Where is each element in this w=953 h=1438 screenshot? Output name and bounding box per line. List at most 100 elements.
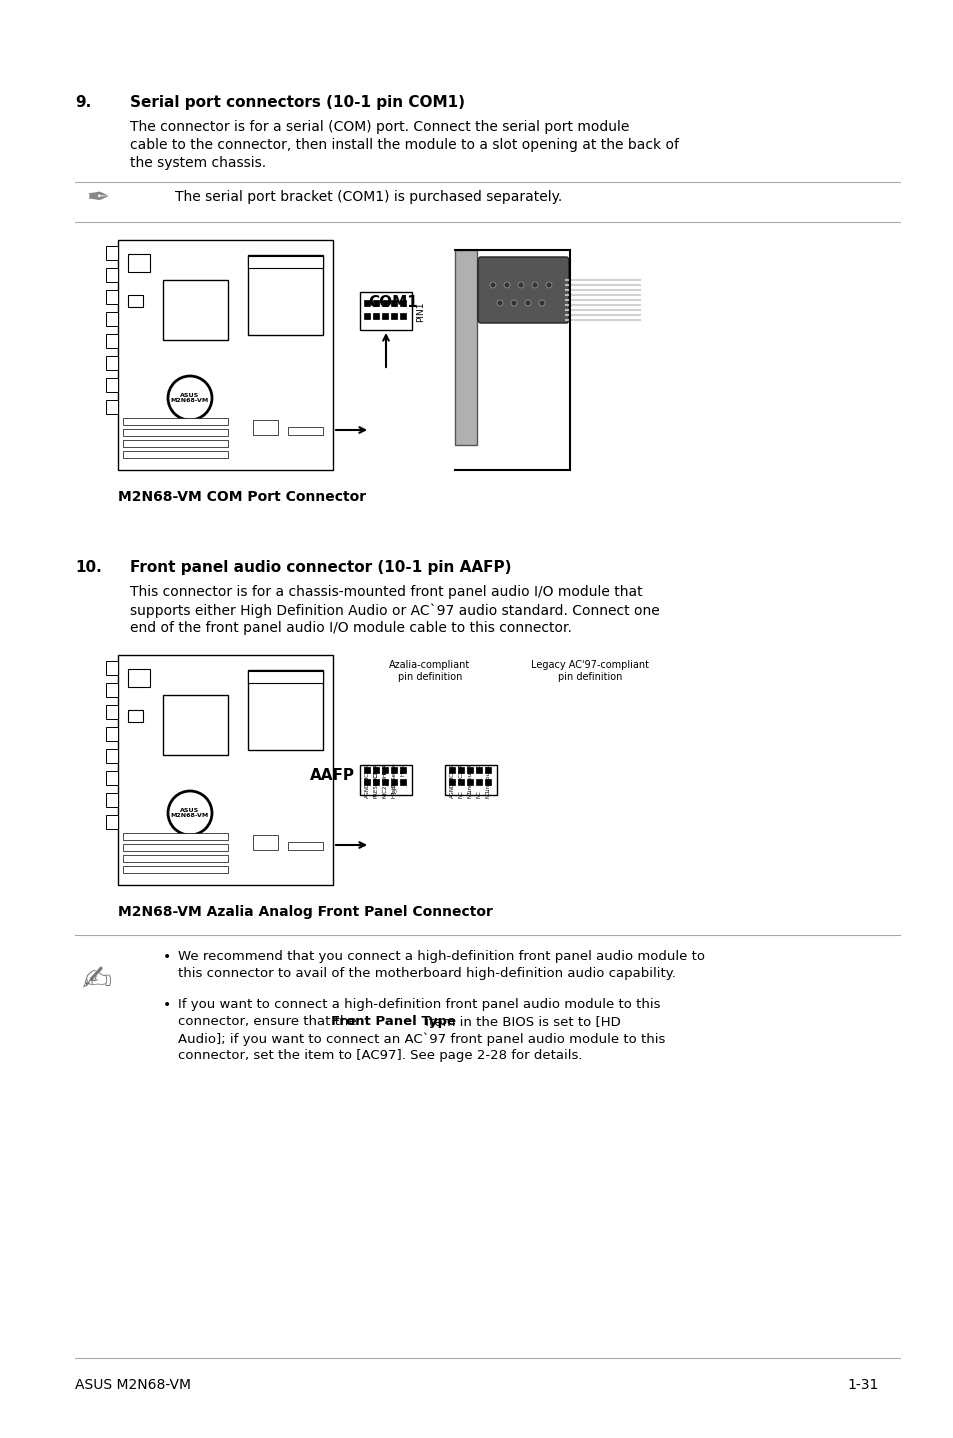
Text: 1-31: 1-31 [846,1378,878,1392]
Bar [106,246,118,260]
Bar [106,378,118,393]
Text: •: • [163,951,172,963]
Text: NC: NC [467,789,472,798]
Bar [381,313,388,319]
Bar [467,766,473,774]
Circle shape [532,282,537,288]
Bar [106,400,118,414]
Bar [128,295,143,306]
Text: MIC2_L: MIC2_L [449,764,455,782]
Bar [457,766,463,774]
Bar [106,749,118,764]
Text: connector, ensure that the: connector, ensure that the [178,1015,360,1028]
Bar [106,728,118,741]
Text: NC: NC [476,789,481,798]
Bar [399,766,406,774]
Bar [381,766,388,774]
Bar [391,779,396,785]
Text: The serial port bracket (COM1) is purchased separately.: The serial port bracket (COM1) is purcha… [174,190,561,204]
Bar [373,766,378,774]
Text: ASUS M2N68-VM: ASUS M2N68-VM [75,1378,191,1392]
Bar [248,255,323,335]
Bar [381,301,388,306]
Circle shape [497,301,502,306]
Bar [123,429,228,436]
Bar [128,255,150,272]
Bar [106,815,118,828]
Text: Audio]; if you want to connect an AC`97 front panel audio module to this: Audio]; if you want to connect an AC`97 … [178,1032,664,1045]
Text: ✍: ✍ [81,963,111,997]
Circle shape [524,301,531,306]
Bar [123,440,228,447]
Bar [123,856,228,861]
Text: NC: NC [476,764,481,771]
Circle shape [168,791,212,835]
Text: COM1: COM1 [368,295,417,311]
Bar [391,766,396,774]
Circle shape [490,282,496,288]
Bar [248,672,323,683]
Text: MIC2_R: MIC2_R [373,764,378,784]
Text: ASUS
M2N68-VM: ASUS M2N68-VM [171,808,209,818]
Bar [118,654,333,884]
Bar [373,779,378,785]
Text: Serial port connectors (10-1 pin COM1): Serial port connectors (10-1 pin COM1) [130,95,464,109]
Bar [449,779,455,785]
Bar [359,292,412,329]
Bar [106,267,118,282]
Text: AGND: AGND [364,782,369,798]
Text: M2N68-VM COM Port Connector: M2N68-VM COM Port Connector [118,490,366,503]
Bar [253,420,277,436]
Text: MIC2_L: MIC2_L [364,764,370,782]
Circle shape [538,301,544,306]
Bar [364,301,370,306]
Bar [106,705,118,719]
Text: Line_out_L: Line_out_L [485,764,491,792]
Text: This connector is for a chassis-mounted front panel audio I/O module that: This connector is for a chassis-mounted … [130,585,642,600]
Bar [163,280,228,339]
Bar [484,766,491,774]
Bar [123,866,228,873]
Text: MIC2_JD: MIC2_JD [382,777,388,798]
Bar [359,765,412,795]
Bar [399,301,406,306]
Text: Jack_Sense: Jack_Sense [391,764,396,794]
Bar [123,844,228,851]
Bar [128,710,143,722]
Text: AAFP: AAFP [310,768,355,782]
Bar [444,765,497,795]
Text: Azalia-compliant: Azalia-compliant [389,660,470,670]
Text: MIC2_R: MIC2_R [457,764,463,784]
Text: PRESENCE#: PRESENCE# [374,765,378,798]
Bar [399,313,406,319]
Bar [128,669,150,687]
Text: HP_JD: HP_JD [391,782,396,798]
Bar [373,301,378,306]
Bar [288,843,323,850]
Bar [391,313,396,319]
Bar [484,779,491,785]
Bar [455,250,476,444]
Text: 9.: 9. [75,95,91,109]
Bar [106,290,118,303]
Bar [106,771,118,785]
Bar [106,661,118,674]
Text: the system chassis.: the system chassis. [130,155,266,170]
Circle shape [511,301,517,306]
Bar [381,779,388,785]
Text: supports either High Definition Audio or AC`97 audio standard. Connect one: supports either High Definition Audio or… [130,603,659,617]
Text: cable to the connector, then install the module to a slot opening at the back of: cable to the connector, then install the… [130,138,679,152]
Text: HP_L: HP_L [399,764,405,777]
Text: ✒: ✒ [87,184,110,211]
Bar [476,779,481,785]
Text: end of the front panel audio I/O module cable to this connector.: end of the front panel audio I/O module … [130,621,571,636]
Text: pin definition: pin definition [397,672,461,682]
Bar [253,835,277,850]
Bar [123,418,228,426]
Bar [106,683,118,697]
Bar [248,670,323,751]
Bar [288,427,323,436]
Bar [364,313,370,319]
Circle shape [503,282,510,288]
Bar [391,301,396,306]
